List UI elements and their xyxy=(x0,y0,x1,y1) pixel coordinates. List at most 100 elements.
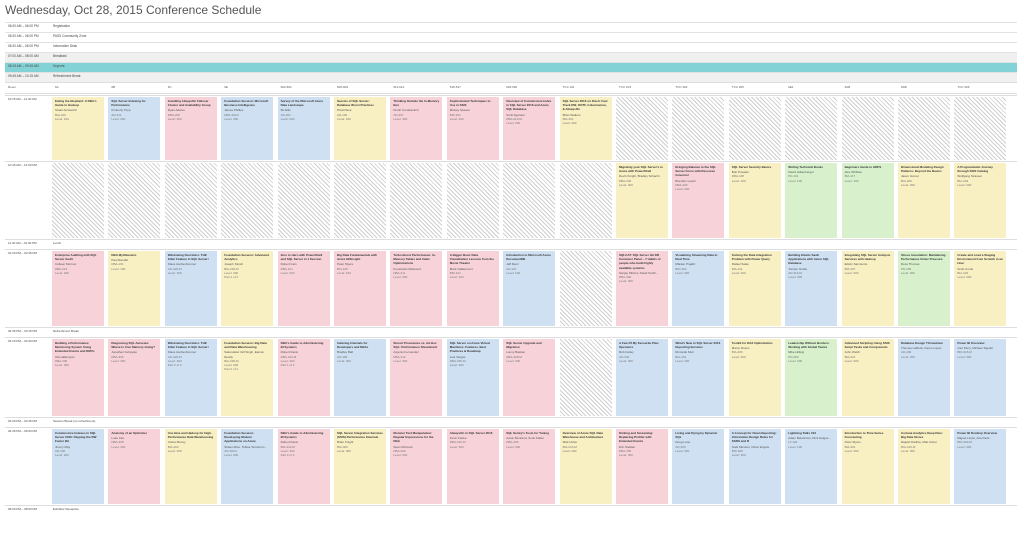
session-code: PD-101 xyxy=(788,174,799,179)
session-card[interactable]: A Few Of My Favourite Plan Operators Rob … xyxy=(616,339,668,416)
session-card[interactable]: Writing Technical Books David Hollenberge… xyxy=(785,163,838,238)
session-card[interactable]: Power BI Desktop Overview Miguel Llopis, … xyxy=(954,429,1007,504)
session-card[interactable]: Anatomy of an Optimizer Luke Jian DBA-308 L… xyxy=(108,429,161,504)
session-card[interactable]: Database Design Throwdown Thomas LaRock, … xyxy=(898,339,950,416)
session-level: Level: 200 xyxy=(167,448,182,453)
session-card[interactable]: Secrets of SQL Server: Database Worst Pr… xyxy=(334,97,386,160)
empty-slot xyxy=(334,163,386,238)
session-level: Level: 300 xyxy=(449,363,464,368)
session-card[interactable]: DBA Mythbusters Paul Randal DBA-101 Level: … xyxy=(108,251,161,326)
session-card[interactable]: Bringing Balance to the SQL Server Force… xyxy=(672,163,725,238)
session-card[interactable]: Big Data Fundamentals with Azure HDInsig… xyxy=(334,251,386,326)
session-card[interactable]: Zero to Hero with PowerShell and SQL Ser… xyxy=(277,251,330,326)
session-level: Level: 300 xyxy=(506,358,521,363)
session-card[interactable]: Sophisticated Techniques to Use in SSIS M… xyxy=(446,97,499,160)
session-card[interactable]: Solving the Data Integration Problem wit… xyxy=(728,251,781,326)
session-card[interactable]: SQL Server Integration Services (SSIS) P… xyxy=(334,429,386,504)
session-code: DBA-213 xyxy=(55,266,68,271)
session-card[interactable]: SQL Server Upgrade and Migration Lonny Ba… xyxy=(503,339,556,416)
session-speaker: Miguel Llopis, Ariel Netz... xyxy=(957,436,992,441)
session-card[interactable]: A Bigger Boat: Data Visualization Lesson… xyxy=(446,251,499,326)
session-card[interactable]: Foundation Session: Microsoft Business I… xyxy=(221,97,274,160)
session-level: Level: 200 xyxy=(393,275,408,280)
session-card[interactable]: Migrating your SQL Server's to Azure wit… xyxy=(616,163,668,238)
session-title: Introduction to Time Series Forecasting xyxy=(844,431,884,440)
session-card[interactable]: Foundation Session: Big Data and Data Wa… xyxy=(221,339,274,416)
session-title: Survey of the Microsoft Azure Data Lands… xyxy=(280,99,323,108)
session-card[interactable]: Power BI Overview Carl Perry, Michael Tej… xyxy=(954,339,1007,416)
session-card[interactable]: Lightning Talks 104 Adam Belebczuk, Rick … xyxy=(785,429,838,504)
session-card[interactable]: Enterprise Auditing with SQL Server Audi… xyxy=(52,251,104,326)
session-card[interactable]: Foundation Session: Developing Modern Ap… xyxy=(221,429,274,504)
session-speaker: Mike Hillwig xyxy=(788,350,805,355)
session-card[interactable]: Windowing Functions: THE Killer Feature … xyxy=(164,251,217,326)
session-speaker: Mladen Prajdić xyxy=(675,262,696,267)
session-title: Diagnosing SQL Amnesia: Where Is Your Me… xyxy=(111,341,155,350)
session-card[interactable]: Beginners Guide to HDFS Alex Whittles BIA-… xyxy=(841,163,894,238)
session-card[interactable]: Overview of Columnstore Index in SQL Ser… xyxy=(503,97,556,160)
session-code: PD-205 xyxy=(901,266,912,271)
session-level: Level: 200 xyxy=(901,354,915,359)
session-level: Level: 100 xyxy=(844,178,859,183)
row-divider xyxy=(5,505,1017,506)
session-speaker: Mark Vaillancourt xyxy=(449,266,473,271)
session-card[interactable]: Integrating SQL Server Analysis Services… xyxy=(841,251,894,326)
session-card[interactable]: DBA's Guide to Administering BI Systems R… xyxy=(277,339,330,416)
session-level: Level: 100 xyxy=(788,444,803,449)
session-card[interactable]: Introduction to Microsoft Azure Document… xyxy=(503,251,556,326)
session-level: Level: 300 xyxy=(844,270,859,275)
session-card[interactable]: Survey of the Microsoft Azure Data Lands… xyxy=(277,97,330,160)
session-card[interactable]: Turbo Boost Performance: In-Memory Table… xyxy=(390,251,443,326)
session-title: Eating the Elephant: A DBA's Guide to Ha… xyxy=(55,99,97,108)
session-card[interactable]: Overview of Azure SQL Data Warehouse and… xyxy=(559,429,612,504)
session-card[interactable]: Eating the Elephant: A DBA's Guide to Ha… xyxy=(52,97,104,160)
session-card[interactable]: SQL Sentry's Tools for Tuning Aaron Bertr… xyxy=(503,429,556,504)
session-card[interactable]: Thinking Outside the In-Memory Box Dmitri… xyxy=(390,97,443,160)
session-level: Level: 100 xyxy=(55,116,69,121)
session-card[interactable]: A Programmatic Journey through SSIS Cata… xyxy=(954,163,1007,238)
session-card[interactable]: Introduction to Time Series Forecasting P… xyxy=(841,429,894,504)
session-card[interactable]: What's New in SQL Server 2016 Reporting … xyxy=(672,339,725,416)
session-card[interactable]: Installing AlwaysOn Failover Cluster and… xyxy=(164,97,217,160)
session-code: AD-300-F xyxy=(224,448,238,453)
session-card[interactable]: Windowing Functions: THE Killer Feature … xyxy=(164,339,217,416)
session-card[interactable]: Columnstore Indexes in SQL Server 2016: … xyxy=(52,429,104,504)
session-card[interactable]: Building Elastic SaaS Applications with … xyxy=(785,251,838,326)
session-card[interactable]: Diagnosing SQL Amnesia: Where Is Your Me… xyxy=(108,339,161,416)
session-card[interactable]: Stress Inoculation: Maintaining Performa… xyxy=(898,251,950,326)
session-card[interactable]: SQL Server on Azure Virtual Machines: Fe… xyxy=(446,339,499,416)
session-card[interactable]: Create and Load a Staging Environment fr… xyxy=(954,251,1007,326)
session-code: BIA-229-M xyxy=(224,266,239,271)
session-card[interactable]: Visualizing Streaming Data in Real Time M… xyxy=(672,251,725,326)
session-title: SQL Server Security Basics xyxy=(731,165,772,169)
session-speaker: Lonny Bastien xyxy=(506,350,526,355)
session-card[interactable]: Leadership Without Borders: Working with… xyxy=(785,339,838,416)
session-level: Level: 300 xyxy=(957,444,972,449)
session-title: Monster Text Manipulation: Regular Expre… xyxy=(393,431,434,444)
session-card[interactable]: Toolkit for DAX Optimization Marco Russo B… xyxy=(728,339,781,416)
session-card[interactable]: Building a Performance Monitoring System… xyxy=(52,339,104,416)
session-card[interactable]: Monster Text Manipulation: Regular Expre… xyxy=(390,429,443,504)
session-code: DBA-230 xyxy=(619,178,632,183)
session-card[interactable]: Advanced Scripting Using SSIS Script Tas… xyxy=(841,339,894,416)
session-level: Level: 200 xyxy=(957,275,972,280)
session-card[interactable]: SQL Server 2016 on Flash: Fast Track DW,… xyxy=(559,97,612,160)
session-card[interactable]: Kicking and Screaming: Replacing Profile… xyxy=(616,429,668,504)
session-card[interactable]: Indexing Internals for Developers and DB… xyxy=(334,339,386,416)
session-card[interactable]: SQLCAT: SQL Server HA DR Customer Panel … xyxy=(616,251,668,326)
session-card[interactable]: Cortana Analytics Deep Dive: Big Data St… xyxy=(898,429,950,504)
session-card[interactable]: Dimensional Modeling Design Patterns: Be… xyxy=(898,163,950,238)
session-card[interactable]: Living and Dying by Dynamic SQL Doug Lane… xyxy=(672,429,725,504)
session-card[interactable]: Foundation Session: Advanced Analytics Jo… xyxy=(221,251,274,326)
session-card[interactable]: DBA's Guide to Administering BI Systems R… xyxy=(277,429,330,504)
session-card[interactable]: Stored Procedures vs. Ad-Hoc SQL: Perfor… xyxy=(390,339,443,416)
session-card[interactable]: Use Hive and Hadoop for High-Performance… xyxy=(164,429,217,504)
session-card[interactable]: A Concept for Clean Reporting: Informati… xyxy=(728,429,781,504)
room-name: TCC 101 xyxy=(562,85,575,89)
session-level: Level: 300 xyxy=(111,444,126,449)
session-level: Level: 300 xyxy=(619,358,633,363)
session-card[interactable]: SQL Server Security Basics Bob Pusateri DB… xyxy=(728,163,781,238)
session-card[interactable]: SQL Server Indexing for Performance Kimbe… xyxy=(108,97,161,160)
session-speaker: Joseph Sirosh xyxy=(224,262,244,267)
session-card[interactable]: AlwaysOn in SQL Server 2016 Kevin Farlee D… xyxy=(446,429,499,504)
